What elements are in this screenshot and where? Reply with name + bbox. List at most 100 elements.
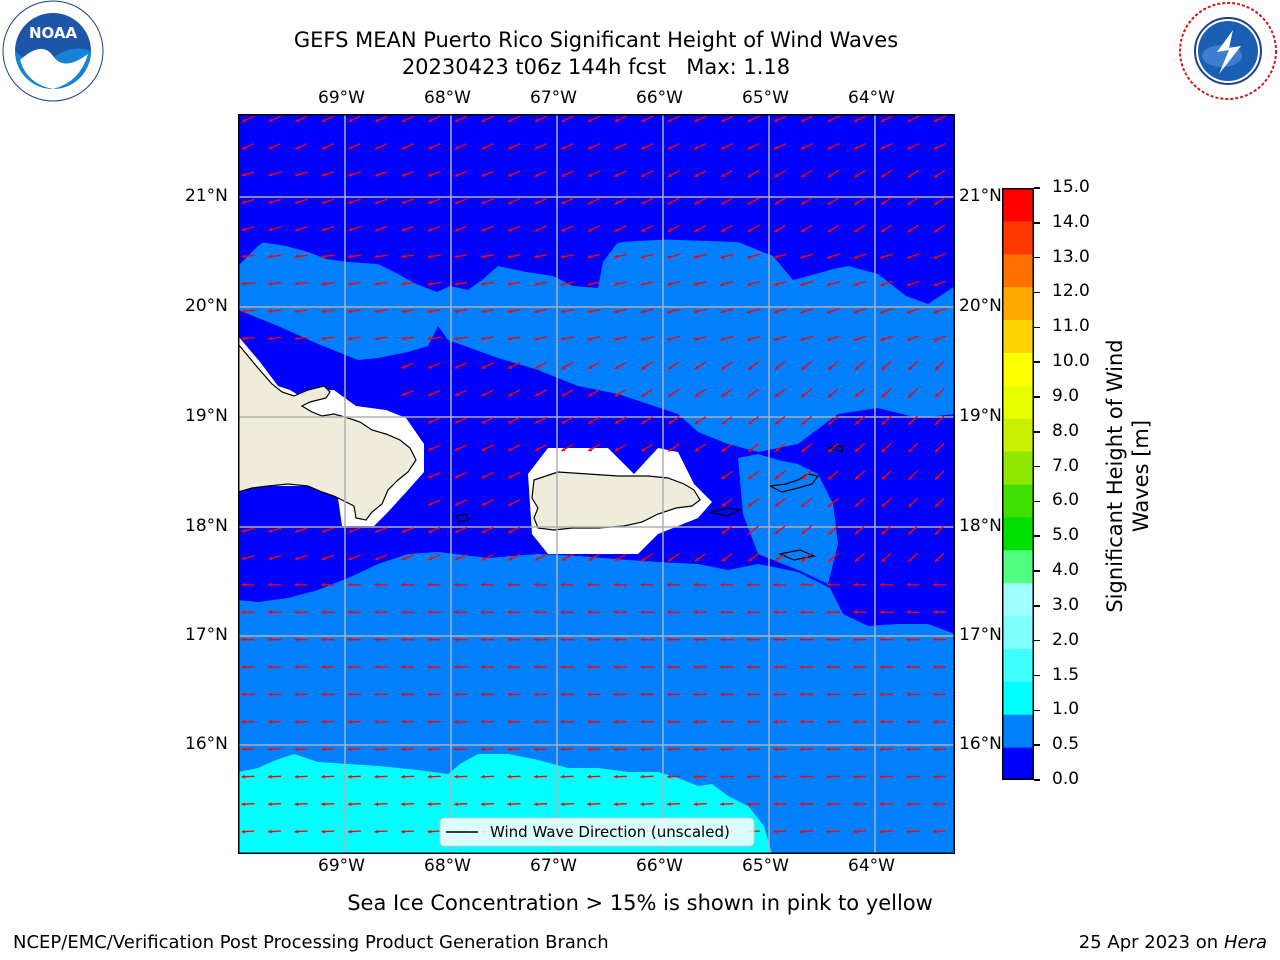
- wave-direction-arrowhead: [561, 365, 566, 369]
- wave-direction-arrowhead: [613, 692, 618, 697]
- wave-direction-arrowhead: [268, 118, 273, 122]
- wave-direction-arrowhead: [935, 366, 939, 371]
- wave-direction-arrowhead: [640, 719, 645, 724]
- wave-direction-arrowhead: [720, 692, 724, 697]
- wave-direction-arrowhead: [826, 692, 831, 697]
- wave-direction-arrowhead: [668, 420, 673, 424]
- wave-direction-arrowhead: [853, 337, 858, 341]
- wave-direction-arrowhead: [614, 173, 619, 177]
- wave-direction-arrowhead: [534, 802, 538, 807]
- wave-direction-arrowhead: [242, 145, 247, 150]
- wave-direction-arrowhead: [694, 420, 699, 425]
- colorbar-tick-mark: [1034, 709, 1040, 712]
- colorbar-swatch: [1002, 582, 1034, 617]
- wave-direction-arrowhead: [347, 692, 352, 697]
- wave-direction-arrowhead: [401, 227, 406, 232]
- wave-direction-arrowhead: [935, 421, 939, 425]
- colorbar-tick-mark: [1034, 187, 1040, 189]
- wave-direction-arrowhead: [374, 747, 379, 752]
- colorbar-tick-mark: [1034, 291, 1040, 294]
- wave-direction-arrowhead: [241, 556, 246, 560]
- wave-direction-arrowhead: [879, 829, 884, 834]
- wave-direction-arrowhead: [347, 829, 352, 834]
- wave-direction-arrowhead: [454, 719, 458, 724]
- wave-direction-arrowhead: [720, 254, 725, 259]
- colorbar-swatch: [1002, 418, 1034, 452]
- wave-direction-arrowhead: [295, 172, 299, 177]
- wave-direction-arrowhead: [800, 665, 804, 669]
- wave-direction-arrowhead: [268, 719, 272, 724]
- wave-direction-arrowhead: [720, 582, 724, 587]
- wave-direction-arrowhead: [241, 637, 245, 642]
- colorbar-tick-label: 7.0: [1052, 455, 1080, 476]
- wave-direction-arrowhead: [508, 228, 512, 232]
- lon-label-top-65w: 65°W: [742, 88, 789, 108]
- wave-direction-arrowhead: [587, 802, 591, 807]
- wave-direction-arrowhead: [348, 172, 353, 177]
- colorbar-tick-label: 8.0: [1052, 420, 1080, 441]
- wave-direction-arrowhead: [508, 529, 513, 534]
- wave-direction-arrowhead: [347, 774, 352, 779]
- wave-direction-arrowhead: [640, 802, 645, 807]
- wave-direction-arrowhead: [295, 529, 299, 533]
- colorbar-swatch: [1002, 286, 1034, 321]
- wave-direction-arrowhead: [720, 282, 725, 286]
- lon-label-top-69w: 69°W: [318, 88, 365, 108]
- wave-direction-arrowhead: [800, 719, 804, 724]
- wave-band-east-light: [738, 454, 838, 584]
- colorbar-swatch: [1002, 747, 1034, 781]
- wave-direction-arrowhead: [508, 365, 513, 369]
- virgin-islands: [767, 473, 820, 493]
- wave-direction-arrowhead: [588, 557, 593, 561]
- wave-direction-arrowhead: [401, 692, 405, 697]
- wave-direction-arrowhead: [534, 557, 539, 561]
- wave-direction-arrowhead: [774, 145, 779, 150]
- wave-direction-arrowhead: [401, 145, 406, 150]
- wave-direction-arrowhead: [428, 227, 433, 232]
- wave-direction-arrowhead: [800, 118, 805, 122]
- wave-direction-arrowhead: [401, 200, 406, 204]
- wave-direction-arrowhead: [534, 447, 539, 451]
- wave-direction-arrowhead: [587, 637, 591, 642]
- wave-direction-arrowhead: [853, 145, 858, 150]
- wave-direction-arrowhead: [587, 282, 592, 286]
- wave-direction-arrowhead: [401, 719, 405, 724]
- wave-direction-arrowhead: [879, 747, 884, 752]
- wave-direction-arrowhead: [879, 610, 884, 615]
- wave-direction-arrowhead: [374, 719, 379, 724]
- wave-direction-arrowhead: [321, 610, 325, 615]
- wave-direction-arrowhead: [454, 582, 458, 587]
- wave-direction-arrowhead: [773, 582, 778, 587]
- wave-direction-arrowhead: [561, 118, 566, 122]
- wave-direction-arrowhead: [906, 665, 910, 669]
- wave-direction-arrowhead: [694, 118, 699, 122]
- wave-direction-arrowhead: [480, 637, 485, 642]
- wave-direction-arrowhead: [614, 420, 619, 424]
- wave-direction-arrowhead: [321, 529, 326, 533]
- wave-direction-arrowhead: [854, 530, 859, 535]
- wave-direction-arrowhead: [667, 747, 671, 752]
- wave-direction-arrowhead: [242, 118, 247, 122]
- colorbar-swatch: [1002, 253, 1034, 288]
- wave-direction-arrowhead: [428, 419, 433, 424]
- wave-direction-arrowhead: [295, 227, 299, 232]
- wave-direction-arrowhead: [268, 200, 273, 204]
- wave-direction-arrowhead: [481, 474, 486, 479]
- wave-direction-arrowhead: [881, 558, 886, 562]
- wave-direction-arrowhead: [693, 692, 698, 697]
- wave-direction-arrowhead: [828, 420, 833, 425]
- wave-direction-arrowhead: [667, 802, 671, 807]
- wave-direction-arrowhead: [321, 254, 326, 259]
- wave-direction-arrowhead: [746, 610, 751, 615]
- wave-direction-arrowhead: [933, 665, 937, 669]
- colorbar-swatch: [1002, 615, 1034, 649]
- wave-direction-arrowhead: [774, 201, 779, 205]
- wave-direction-arrowhead: [427, 802, 432, 807]
- wave-direction-arrowhead: [748, 557, 753, 562]
- wave-direction-arrowhead: [454, 282, 459, 286]
- colorbar-label-line1: Significant Height of Wind: [1103, 339, 1127, 613]
- wave-direction-arrowhead: [746, 582, 751, 587]
- wave-direction-arrowhead: [374, 173, 379, 177]
- map-plot: Wind Wave Direction (unscaled): [238, 114, 955, 854]
- wave-direction-arrowhead: [935, 448, 939, 453]
